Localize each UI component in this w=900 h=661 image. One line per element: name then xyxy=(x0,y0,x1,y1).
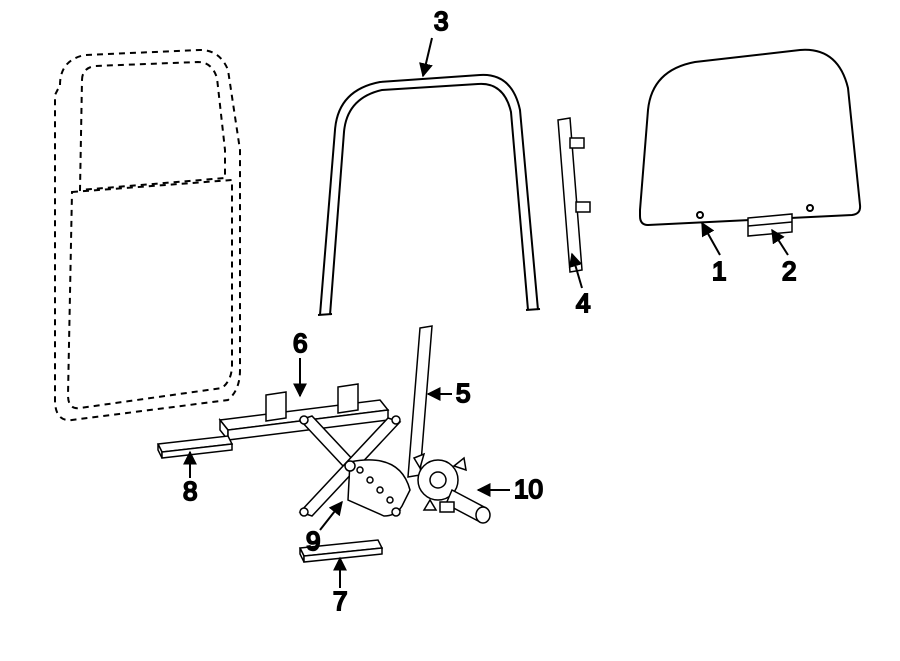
rear-guide xyxy=(558,118,590,272)
door-shell xyxy=(55,50,240,420)
front-guide xyxy=(408,326,432,477)
label-9: 9 xyxy=(306,526,320,556)
upper-bracket xyxy=(220,384,388,440)
glass-clip xyxy=(748,214,792,236)
door-glass xyxy=(640,50,860,225)
regulator xyxy=(300,416,410,516)
parts-diagram: 1 2 3 4 5 6 7 8 9 10 xyxy=(0,0,900,661)
label-3: 3 xyxy=(434,6,448,36)
run-channel xyxy=(318,75,540,315)
label-7: 7 xyxy=(333,586,347,616)
label-4: 4 xyxy=(576,288,590,318)
short-rail xyxy=(158,436,232,458)
label-2: 2 xyxy=(782,256,796,286)
callouts: 1 2 3 4 5 6 7 8 9 10 xyxy=(183,6,796,616)
label-5: 5 xyxy=(456,378,470,408)
label-1: 1 xyxy=(712,256,726,286)
label-8: 8 xyxy=(183,476,197,506)
window-motor xyxy=(414,454,490,523)
label-10: 10 xyxy=(514,474,543,504)
label-6: 6 xyxy=(293,328,307,358)
